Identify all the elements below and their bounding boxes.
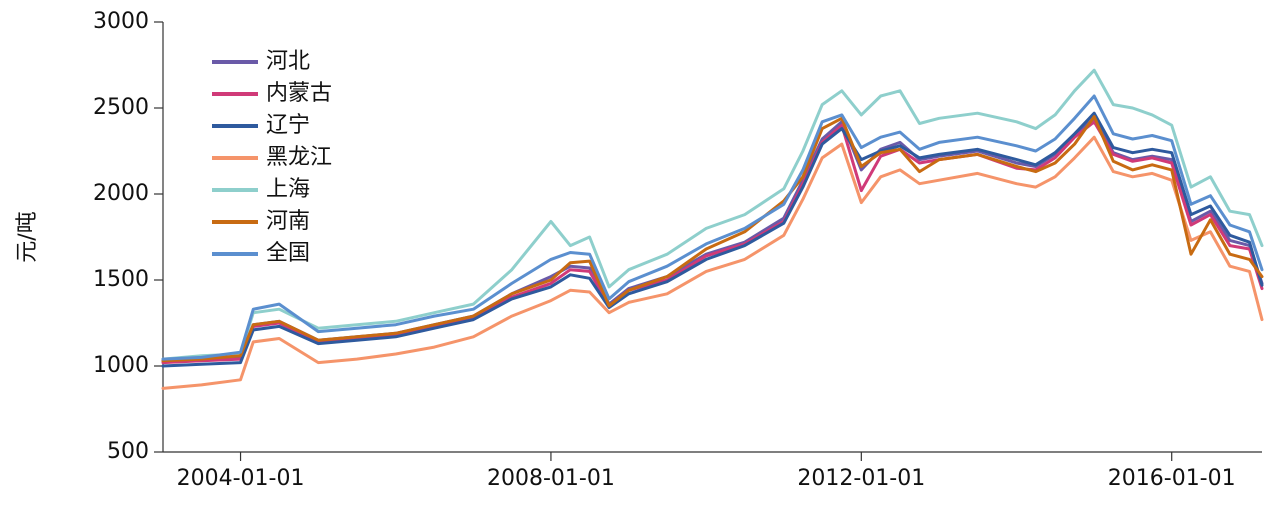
legend-label: 河北: [266, 49, 310, 74]
axes: 500 1000 1500 2000 2500 3000 2004-01-01 2008-0…: [93, 9, 1262, 491]
x-tick-label: 2008-01-01: [487, 466, 615, 491]
legend-label: 辽宁: [266, 113, 310, 138]
legend-label: 内蒙古: [266, 81, 332, 106]
legend-label: 全国: [266, 241, 310, 266]
legend-label: 上海: [266, 177, 310, 202]
series-line-5: [161, 115, 1264, 363]
x-tick-label: 2012-01-01: [797, 466, 925, 491]
x-tick-label: 2004-01-01: [177, 466, 305, 491]
y-tick-label: 2500: [93, 95, 149, 120]
series-line-2: [161, 111, 1264, 368]
y-ticks: 500 1000 1500 2000 2500 3000: [93, 9, 163, 464]
legend-label: 河南: [266, 209, 310, 234]
y-tick-label: 3000: [93, 9, 149, 34]
y-tick-label: 500: [107, 439, 149, 464]
x-ticks: 2004-01-01 2008-01-01 2012-01-01 2016-01-01: [177, 452, 1236, 491]
series-line-4: [161, 68, 1264, 361]
y-tick-label: 1000: [93, 353, 149, 378]
series-line-6: [161, 94, 1264, 361]
y-tick-label: 1500: [93, 267, 149, 292]
legend-label: 黑龙江: [266, 145, 332, 170]
x-tick-label: 2016-01-01: [1108, 466, 1236, 491]
series-lines: [161, 68, 1264, 390]
y-axis-label: 元/吨: [15, 211, 40, 262]
series-line-3: [161, 135, 1264, 390]
y-tick-label: 2000: [93, 181, 149, 206]
